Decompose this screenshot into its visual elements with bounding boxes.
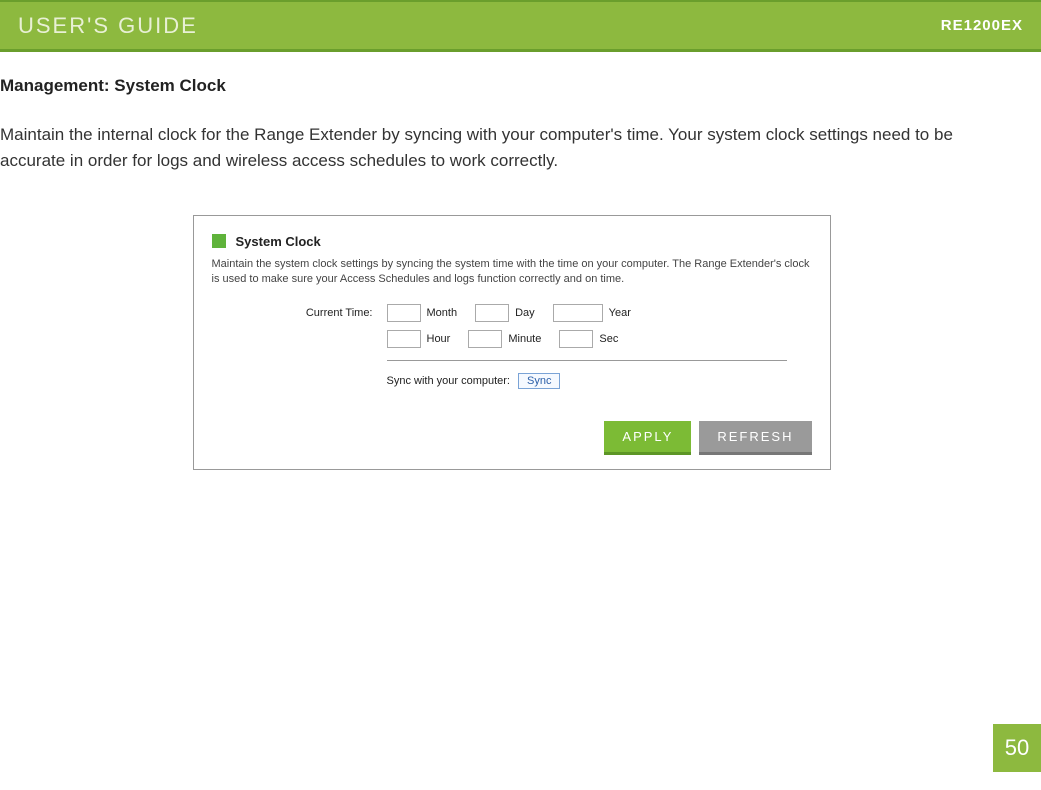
hour-label: Hour <box>427 333 451 345</box>
intro-paragraph: Maintain the internal clock for the Rang… <box>0 122 1020 175</box>
form-area: Current Time: Month Day Year Hour <box>212 304 812 389</box>
year-label: Year <box>609 307 631 319</box>
section-title: Management: System Clock <box>0 76 1023 96</box>
date-fields: Month Day Year <box>387 304 643 322</box>
system-clock-panel: System Clock Maintain the system clock s… <box>193 215 831 471</box>
header-bar: USER'S GUIDE RE1200EX <box>0 0 1041 52</box>
minute-input[interactable] <box>468 330 502 348</box>
panel-title: System Clock <box>236 234 321 249</box>
row-time: Hour Minute Sec <box>212 330 812 348</box>
day-label: Day <box>515 307 535 319</box>
month-input[interactable] <box>387 304 421 322</box>
refresh-button[interactable]: REFRESH <box>699 421 811 455</box>
day-input[interactable] <box>475 304 509 322</box>
minute-label: Minute <box>508 333 541 345</box>
panel-wrap: System Clock Maintain the system clock s… <box>0 215 1023 471</box>
row-date: Current Time: Month Day Year <box>212 304 812 322</box>
current-time-label: Current Time: <box>212 307 387 319</box>
sec-input[interactable] <box>559 330 593 348</box>
sync-button[interactable]: Sync <box>518 373 560 389</box>
sec-label: Sec <box>599 333 618 345</box>
panel-accent-icon <box>212 234 226 248</box>
month-label: Month <box>427 307 458 319</box>
panel-actions: APPLY REFRESH <box>212 421 812 455</box>
apply-button[interactable]: APPLY <box>604 421 691 455</box>
content-area: Management: System Clock Maintain the in… <box>0 52 1041 470</box>
page-number: 50 <box>993 724 1041 772</box>
panel-header: System Clock <box>212 234 812 249</box>
header-title: USER'S GUIDE <box>18 13 198 39</box>
panel-description: Maintain the system clock settings by sy… <box>212 257 812 287</box>
time-fields: Hour Minute Sec <box>387 330 631 348</box>
header-model: RE1200EX <box>941 17 1023 34</box>
sync-label: Sync with your computer: <box>387 375 511 387</box>
sync-row: Sync with your computer: Sync <box>387 373 812 389</box>
hour-input[interactable] <box>387 330 421 348</box>
year-input[interactable] <box>553 304 603 322</box>
divider <box>387 360 787 361</box>
